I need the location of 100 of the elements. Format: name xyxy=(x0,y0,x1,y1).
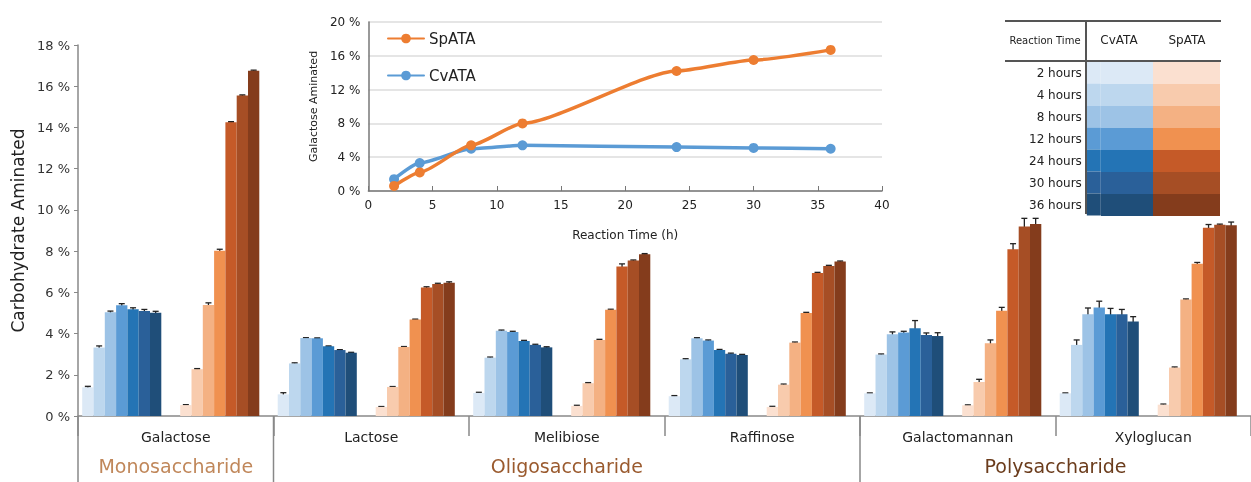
y-tick-label: 0 % xyxy=(45,408,70,424)
bar xyxy=(702,340,714,416)
bar xyxy=(277,394,289,416)
bar xyxy=(778,384,790,416)
point xyxy=(414,158,425,169)
bar xyxy=(507,331,519,416)
bar xyxy=(432,283,444,416)
y-tick-label: 6 % xyxy=(45,284,70,300)
bar xyxy=(1093,307,1105,416)
bar xyxy=(1007,249,1019,416)
point xyxy=(671,142,682,153)
point xyxy=(517,140,528,151)
bar xyxy=(800,312,812,416)
point xyxy=(671,66,682,77)
point xyxy=(748,55,759,66)
legend-label: 36 hours xyxy=(1028,197,1082,212)
legend-label: 24 hours xyxy=(1028,153,1082,168)
bar xyxy=(834,261,846,416)
bar xyxy=(909,328,921,416)
bar xyxy=(518,340,530,416)
y-tick-label: 8 % xyxy=(45,243,70,259)
bar xyxy=(864,393,876,416)
legend-label: 4 hours xyxy=(1036,87,1082,102)
bar xyxy=(766,406,778,416)
bar xyxy=(996,310,1008,416)
bar xyxy=(1157,404,1169,416)
x-tick-label: 30 xyxy=(745,198,762,212)
bar xyxy=(127,309,139,416)
x-tick-label: 25 xyxy=(681,198,698,212)
bar xyxy=(789,342,801,416)
y-tick-label: 20 % xyxy=(329,15,361,29)
x-tick-label: 10 xyxy=(489,198,505,212)
bar xyxy=(289,363,301,416)
bar xyxy=(920,335,932,416)
x-tick-label: 35 xyxy=(810,198,826,212)
bar xyxy=(484,357,496,416)
bar xyxy=(473,392,485,416)
y-tick-label: 14 % xyxy=(36,119,70,135)
legend-label: 8 hours xyxy=(1036,109,1082,124)
bar xyxy=(616,266,628,416)
bar xyxy=(1191,263,1203,416)
y-tick-label: 16 % xyxy=(36,78,70,94)
legend-label: 30 hours xyxy=(1028,175,1082,190)
x-axis-title: Reaction Time (h) xyxy=(572,228,679,242)
bar xyxy=(725,353,737,416)
y-tick-label: 0 % xyxy=(337,184,361,198)
bar xyxy=(541,347,553,416)
bar xyxy=(875,354,887,416)
bar xyxy=(420,287,433,416)
bar xyxy=(691,338,703,416)
x-tick-label: 5 xyxy=(428,198,437,212)
point xyxy=(517,118,528,129)
bar xyxy=(1104,314,1117,416)
bar xyxy=(1018,226,1030,416)
x-tick-label: Galactomannan xyxy=(902,429,1014,445)
bar xyxy=(1082,314,1094,416)
y-axis-title: Carbohydrate Aminated xyxy=(7,128,28,333)
x-tick-label: 0 xyxy=(364,198,373,212)
bar xyxy=(311,338,323,416)
bar xyxy=(150,312,162,416)
y-tick-label: 12 % xyxy=(329,82,361,97)
bar xyxy=(823,265,835,416)
legend-label: 2 hours xyxy=(1036,65,1082,80)
point xyxy=(825,44,836,55)
bar xyxy=(116,305,128,416)
bar xyxy=(639,254,651,416)
bar xyxy=(713,350,726,416)
point xyxy=(414,167,425,178)
text: Oligosaccharide xyxy=(490,455,643,477)
bar xyxy=(202,304,215,416)
point xyxy=(389,180,400,191)
point xyxy=(825,143,836,154)
bar xyxy=(1214,224,1226,416)
bar xyxy=(214,250,226,416)
bar xyxy=(93,347,105,416)
bar xyxy=(1116,314,1128,416)
y-tick-label: 10 % xyxy=(36,202,70,218)
bar xyxy=(225,122,237,416)
x-tick-label: Raffinose xyxy=(729,429,795,445)
bar xyxy=(180,405,192,416)
text: Monosaccharide xyxy=(98,455,254,477)
bar xyxy=(104,312,117,416)
y-axis-title: Galactose Aminated xyxy=(307,50,320,163)
bar xyxy=(443,282,455,416)
bar xyxy=(1071,344,1083,416)
bar xyxy=(593,339,606,416)
x-tick-label: Lactose xyxy=(344,429,399,445)
y-tick-label: 8 % xyxy=(337,116,361,131)
y-tick-label: 12 % xyxy=(36,161,70,177)
legend-label: SpATA xyxy=(429,29,477,48)
legend-label: 12 hours xyxy=(1028,131,1082,146)
bar xyxy=(138,310,150,416)
text: Polysaccharide xyxy=(984,455,1127,477)
legend-title: Reaction Time xyxy=(1009,34,1081,46)
y-tick-label: 16 % xyxy=(329,48,361,63)
bar xyxy=(605,309,617,416)
bar xyxy=(984,343,997,416)
bar xyxy=(680,359,692,416)
x-tick-label: 40 xyxy=(874,198,890,212)
bar xyxy=(571,405,583,416)
